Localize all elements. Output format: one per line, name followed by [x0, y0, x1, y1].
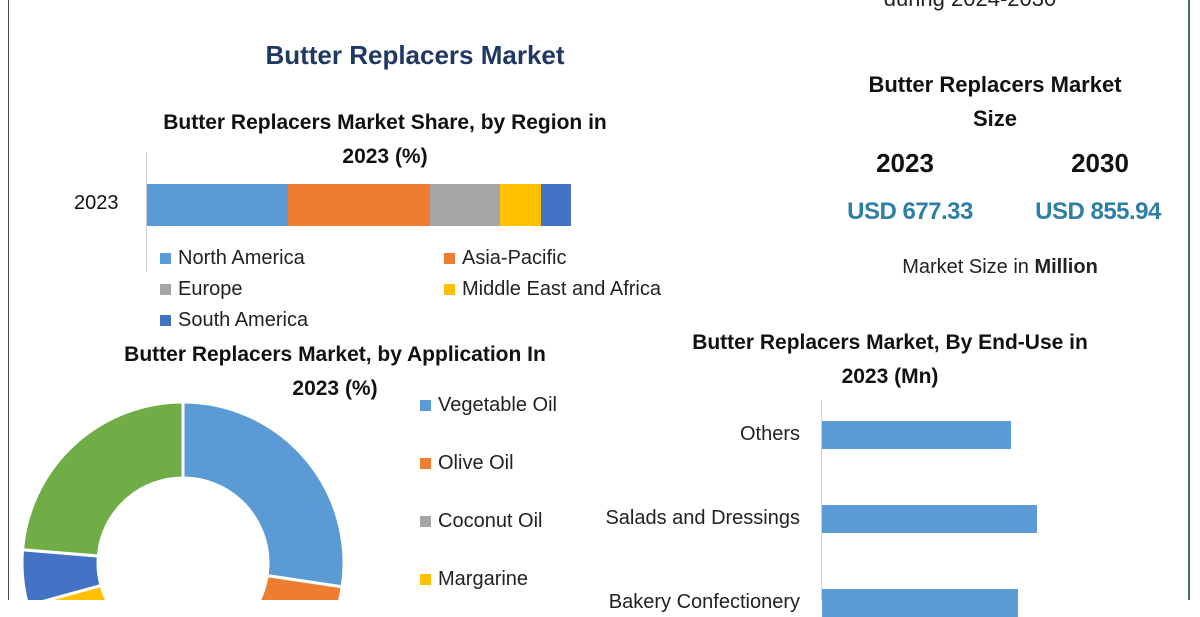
region-segment-middle-east-and-africa — [500, 184, 542, 226]
legend-label: Vegetable Oil — [438, 394, 557, 416]
unit-note-bold: Million — [1034, 256, 1098, 278]
market-size-unit-note: Market Size in Million — [850, 256, 1150, 279]
region-chart-title: Butter Replacers Market Share, by Region… — [130, 106, 640, 174]
enduse-chart-title-line1: Butter Replacers Market, By End-Use in — [692, 331, 1088, 354]
legend-label: Coconut Oil — [438, 510, 543, 532]
application-legend-item: Vegetable Oil — [420, 394, 557, 417]
legend-swatch-icon — [420, 458, 431, 469]
region-legend-item: Middle East and Africa — [444, 278, 661, 301]
market-size-title-line2: Size — [972, 106, 1018, 131]
legend-swatch-icon — [420, 400, 431, 411]
legend-swatch-icon — [160, 315, 171, 326]
enduse-bar-others — [822, 421, 1011, 449]
enduse-category-label: Salads and Dressings — [605, 507, 800, 529]
enduse-bar-salads-and-dressings — [822, 505, 1037, 533]
market-size-year-2030: 2030 — [1071, 148, 1129, 178]
legend-label: Middle East and Africa — [462, 278, 661, 300]
region-segment-europe — [430, 184, 501, 226]
donut-slice-vegetable-oil — [181, 400, 346, 589]
market-size-title: Butter Replacers Market Size — [830, 68, 1160, 136]
donut-slice-others-green- — [20, 400, 185, 558]
enduse-bar-bakery-confectionery — [822, 589, 1018, 617]
legend-swatch-icon — [444, 284, 455, 295]
application-chart-title-line2: 2023 (%) — [292, 377, 378, 400]
application-legend-item: Coconut Oil — [420, 510, 543, 533]
market-size-value-2030: USD 855.94 — [1035, 198, 1161, 225]
application-legend-item: Olive Oil — [420, 452, 514, 475]
right-frame-border — [1188, 0, 1190, 600]
region-legend-item: South America — [160, 309, 308, 332]
region-segment-asia-pacific — [288, 184, 431, 226]
region-chart-axis — [146, 152, 147, 272]
region-segment-south-america — [541, 184, 571, 226]
legend-label: Asia-Pacific — [462, 247, 567, 269]
unit-note-prefix: Market Size in — [902, 256, 1035, 278]
legend-label: Margarine — [438, 568, 529, 590]
enduse-chart-title: Butter Replacers Market, By End-Use in 2… — [650, 326, 1130, 394]
enduse-category-label: Others — [739, 423, 800, 445]
region-stacked-bar — [147, 184, 571, 226]
legend-label: Olive Oil — [438, 452, 514, 474]
legend-label: Europe — [178, 278, 243, 300]
region-legend-item: Europe — [160, 278, 243, 301]
enduse-chart-axis — [821, 400, 822, 600]
market-size-value-2023: USD 677.33 — [847, 198, 973, 225]
forecast-period-subtitle: during 2024-2030 — [830, 0, 1110, 12]
legend-swatch-icon — [420, 574, 431, 585]
region-chart-title-line2: 2023 (%) — [342, 145, 428, 168]
region-legend-item: North America — [160, 247, 305, 270]
legend-swatch-icon — [444, 253, 455, 264]
region-legend-item: Asia-Pacific — [444, 247, 566, 270]
donut-slice-olive-oil — [257, 573, 344, 600]
legend-label: South America — [178, 309, 309, 331]
enduse-chart-title-line2: 2023 (Mn) — [841, 365, 939, 388]
region-segment-north-america — [147, 184, 289, 226]
application-donut-chart — [20, 400, 346, 600]
legend-swatch-icon — [160, 253, 171, 264]
region-chart-year-label: 2023 — [74, 192, 119, 214]
enduse-category-label: Bakery Confectionery — [608, 591, 800, 613]
legend-label: North America — [178, 247, 305, 269]
application-chart-title-line1: Butter Replacers Market, by Application … — [124, 343, 546, 366]
application-legend-item: Margarine — [420, 568, 528, 591]
application-chart-title: Butter Replacers Market, by Application … — [80, 338, 590, 406]
region-chart-title-line1: Butter Replacers Market Share, by Region… — [163, 111, 607, 134]
left-frame-border — [8, 0, 9, 600]
legend-swatch-icon — [420, 516, 431, 527]
legend-swatch-icon — [160, 284, 171, 295]
market-size-year-2023: 2023 — [876, 148, 934, 178]
market-size-title-line1: Butter Replacers Market — [868, 72, 1122, 97]
page-title: Butter Replacers Market — [265, 40, 565, 70]
region-legend: North America Asia-Pacific Europe Middle Ea… — [160, 247, 720, 337]
